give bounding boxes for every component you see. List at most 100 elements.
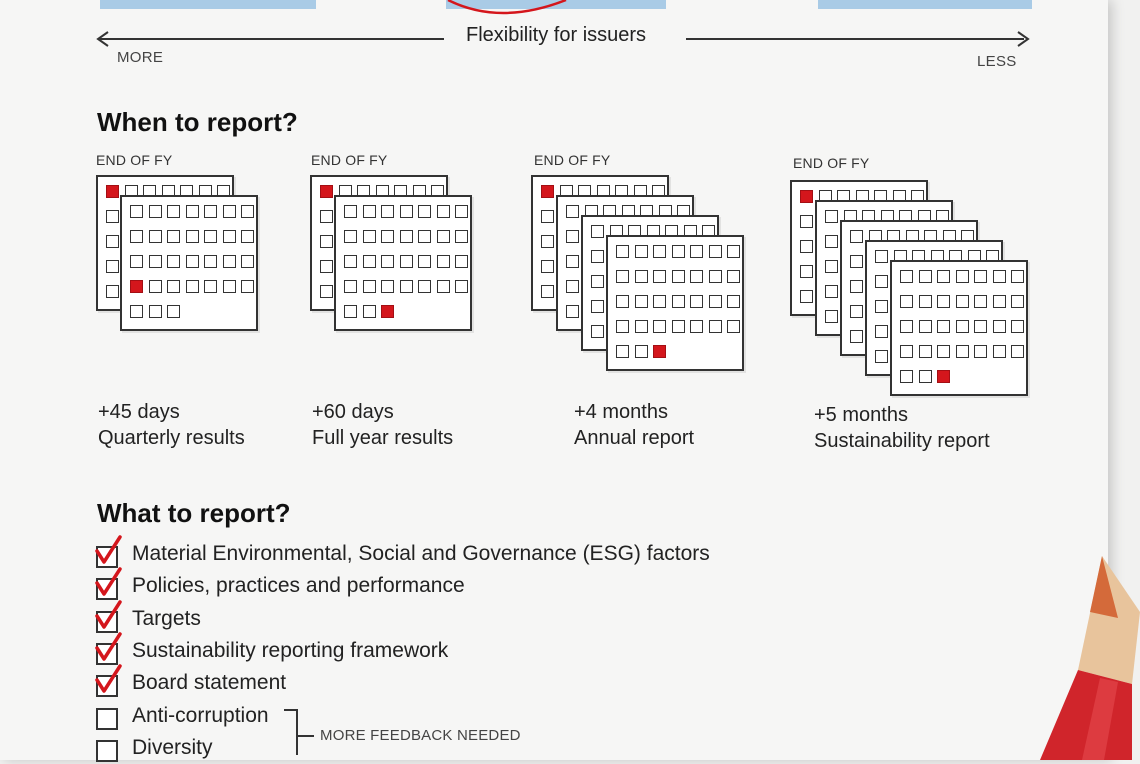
calendar-day (362, 255, 376, 268)
calendar-day (130, 305, 143, 318)
calendar-day (106, 260, 119, 273)
calendar-day (541, 185, 554, 198)
days-label: +45 days (98, 401, 180, 423)
calendar-day (566, 280, 579, 293)
calendar-day (541, 210, 554, 223)
calendar-day (825, 310, 838, 323)
calendar-day (850, 280, 863, 293)
calendar-day (130, 230, 143, 243)
calendar-day (436, 255, 450, 268)
calendar-day (708, 320, 722, 333)
more-feedback-needed-label: MORE FEEDBACK NEEDED (320, 727, 521, 744)
calendar-day (436, 205, 450, 218)
what-section-title: What to report? (97, 498, 291, 528)
calendar-day (616, 270, 629, 283)
calendar-day (185, 230, 199, 243)
report-timing-annual: +4 months Annual report (574, 399, 694, 451)
calendar-day (399, 230, 413, 243)
calendar-day (148, 230, 162, 243)
calendar-day (708, 270, 722, 283)
calendar-day (616, 320, 629, 333)
calendar-day (381, 205, 394, 218)
calendar-day (167, 230, 180, 243)
calendar-day (541, 260, 554, 273)
calendar-day (616, 345, 629, 358)
calendar-day (690, 270, 703, 283)
calendar-day (362, 305, 376, 318)
calendar-day (653, 245, 666, 258)
left-blue-bar (100, 0, 316, 9)
days-label: +4 months (574, 401, 668, 423)
calendar-day (566, 305, 579, 318)
calendar-day (204, 255, 217, 268)
calendar-day (222, 255, 236, 268)
red-checkmark-icon (95, 600, 122, 629)
flexibility-arrow-left-line (100, 38, 444, 40)
report-timing-sustainability: +5 months Sustainability report (814, 402, 990, 454)
flexibility-label: Flexibility for issuers (466, 24, 647, 46)
calendar-day (455, 230, 468, 243)
checklist-label: Diversity (132, 736, 213, 759)
days-label: +60 days (312, 401, 394, 423)
calendar-day (671, 295, 685, 308)
calendar-day (106, 210, 119, 223)
checklist-label: Sustainability reporting framework (132, 639, 449, 662)
calendar-day (850, 330, 863, 343)
calendar-header: END OF FY (793, 155, 870, 171)
calendar-day (418, 205, 431, 218)
calendar-day (653, 320, 666, 333)
calendar-day (167, 280, 180, 293)
calendar-day (591, 275, 604, 288)
calendar-day (148, 205, 162, 218)
arrow-right-icon (1017, 31, 1030, 47)
calendar-day (918, 320, 932, 333)
calendar-day (634, 345, 648, 358)
calendar-day (616, 295, 629, 308)
calendar-day (362, 205, 376, 218)
calendar-day (1011, 320, 1024, 333)
calendar-day (992, 320, 1006, 333)
calendar-day (918, 295, 932, 308)
calendar-day (418, 280, 431, 293)
calendar-day (850, 230, 863, 243)
calendar-day (671, 320, 685, 333)
calendar-day (800, 265, 813, 278)
calendar-day (455, 205, 468, 218)
calendar-day (875, 275, 888, 288)
calendar-day (381, 305, 394, 318)
calendar-day (130, 205, 143, 218)
calendar-day (591, 225, 604, 238)
calendar-day (955, 295, 969, 308)
days-label: +5 months (814, 404, 908, 426)
calendar-day (900, 320, 913, 333)
calendar-day (875, 350, 888, 363)
calendar-day (727, 295, 740, 308)
calendar-day (900, 345, 913, 358)
calendar-day (955, 320, 969, 333)
calendar-day (541, 285, 554, 298)
calendar-day (653, 345, 666, 358)
calendar-day (653, 270, 666, 283)
calendar-day (900, 295, 913, 308)
calendar-day (455, 280, 468, 293)
calendar-day (185, 205, 199, 218)
calendar-day (992, 345, 1006, 358)
calendar-day (566, 230, 579, 243)
calendar-day (436, 280, 450, 293)
calendar-day (875, 250, 888, 263)
calendar-day (800, 190, 813, 203)
calendar-day (974, 295, 987, 308)
calendar-day (130, 255, 143, 268)
calendar-day (671, 270, 685, 283)
checklist-label: Material Environmental, Social and Gover… (132, 542, 710, 565)
checklist-label: Targets (132, 607, 201, 630)
feedback-bracket-tick (296, 735, 314, 737)
calendar-day (634, 320, 648, 333)
calendar-day (418, 255, 431, 268)
calendar-day (241, 230, 254, 243)
calendar-day (825, 285, 838, 298)
checklist-label: Board statement (132, 671, 287, 694)
more-label: MORE (117, 49, 164, 66)
calendar-day (690, 320, 703, 333)
calendar-sheet (334, 195, 472, 331)
